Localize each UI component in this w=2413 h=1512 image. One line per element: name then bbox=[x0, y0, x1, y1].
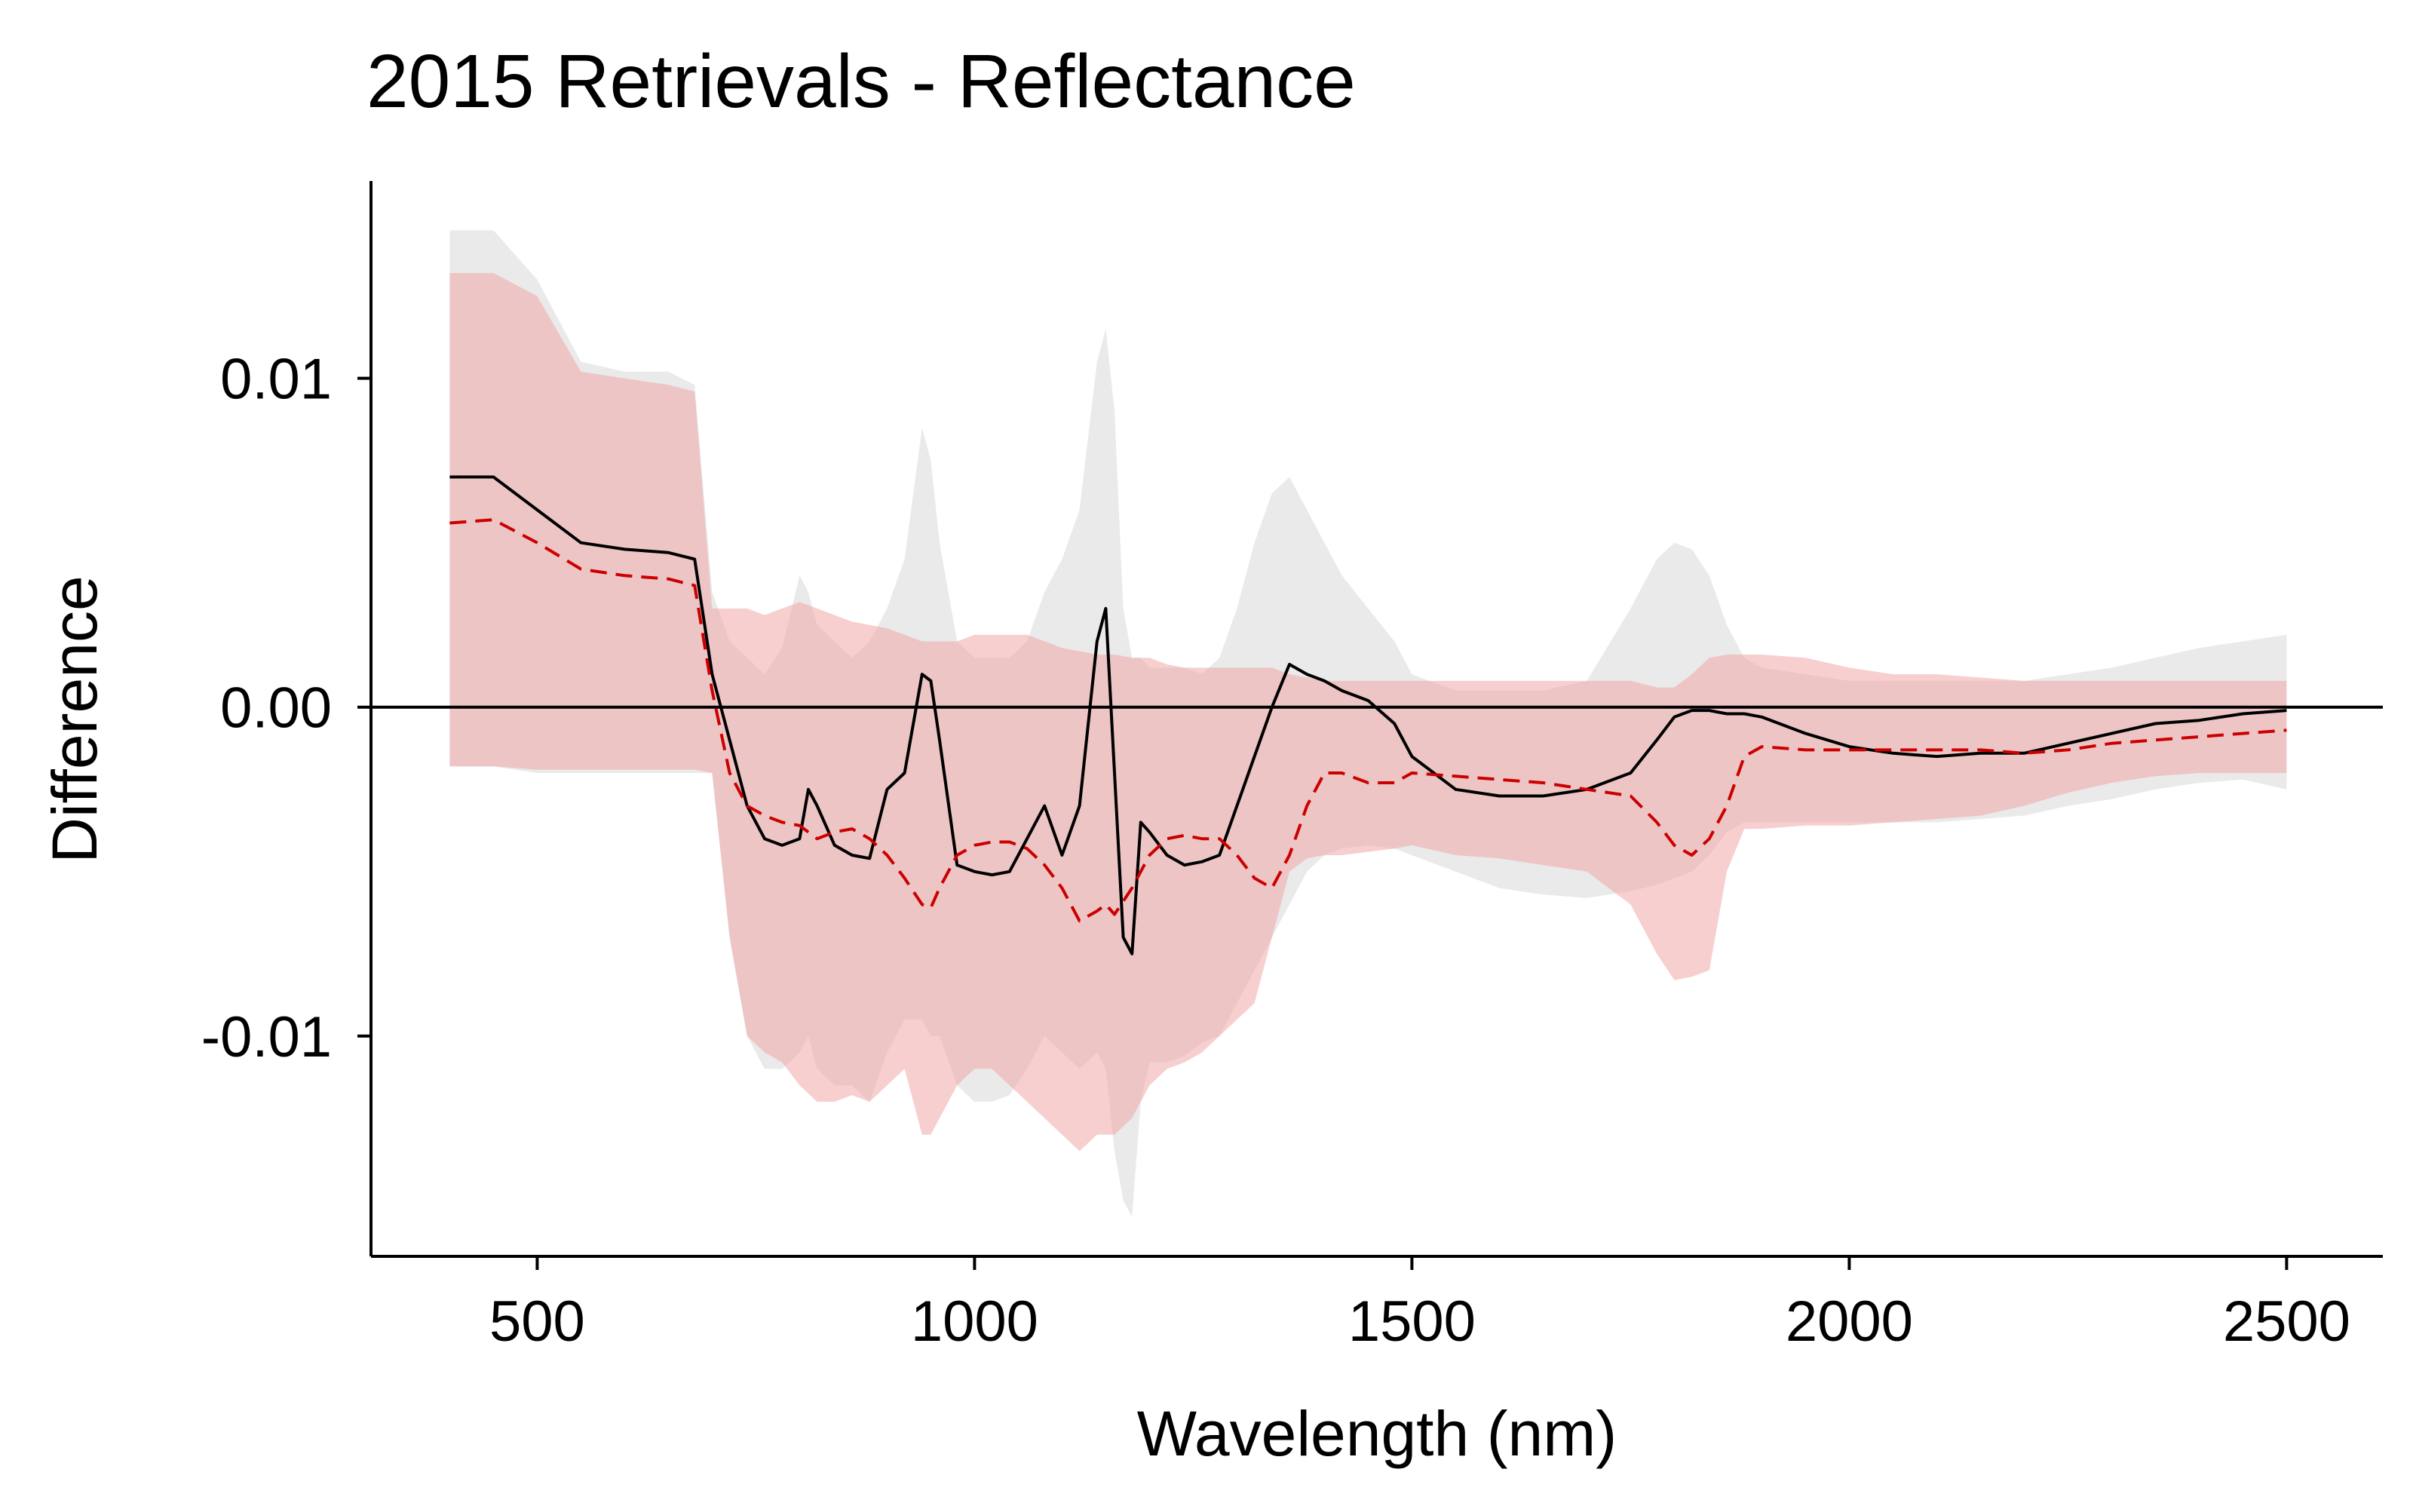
chart-title: 2015 Retrievals - Reflectance bbox=[366, 39, 1356, 124]
y-axis-title: Difference bbox=[39, 575, 110, 863]
band-series-2 bbox=[449, 273, 2287, 1152]
x-tick-label: 2000 bbox=[1786, 1290, 1913, 1354]
y-tick-label: 0.00 bbox=[220, 676, 332, 741]
x-tick-label: 1500 bbox=[1348, 1290, 1476, 1354]
x-axis-ticks: 500 1000 1500 2000 2500 bbox=[489, 1256, 2350, 1354]
x-tick-label: 2500 bbox=[2223, 1290, 2350, 1354]
line-series-1 bbox=[449, 475, 2287, 955]
x-tick-label: 1000 bbox=[911, 1290, 1038, 1354]
y-axis-ticks: 0.01 0.00 -0.01 bbox=[201, 348, 371, 1069]
y-tick-label: 0.01 bbox=[220, 348, 332, 412]
confidence-bands bbox=[449, 230, 2287, 1217]
series-lines bbox=[449, 475, 2287, 955]
x-tick-label: 500 bbox=[489, 1290, 585, 1354]
line-series-2 bbox=[449, 518, 2287, 923]
x-axis-title: Wavelength (nm) bbox=[1137, 1398, 1617, 1469]
y-tick-label: -0.01 bbox=[201, 1005, 332, 1069]
